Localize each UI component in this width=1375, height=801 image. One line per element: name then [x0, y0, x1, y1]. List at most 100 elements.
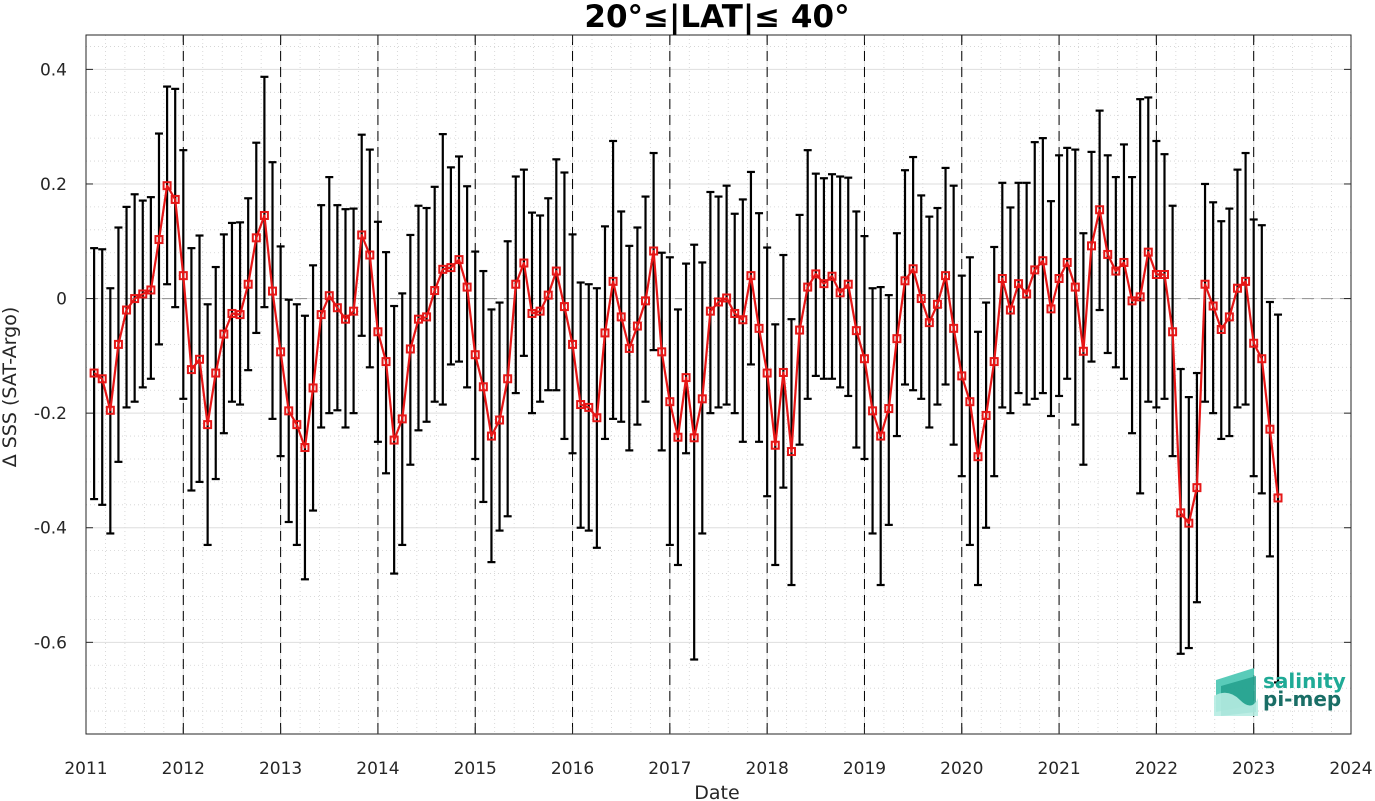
data-point — [1200, 279, 1210, 289]
data-point — [924, 318, 934, 328]
data-point — [900, 276, 910, 286]
data-point — [786, 447, 796, 457]
logo-wave-icon — [1214, 668, 1258, 716]
data-point — [884, 404, 894, 414]
data-point — [284, 406, 294, 416]
data-point — [1151, 269, 1161, 279]
data-point — [276, 347, 286, 357]
x-tick-label: 2014 — [356, 759, 399, 779]
data-point — [268, 286, 278, 296]
data-point — [446, 263, 456, 273]
data-point — [770, 440, 780, 450]
y-tick-labels: 0.4 0.2 0 -0.2 -0.4 -0.6 — [34, 60, 67, 653]
x-tick-label: 2019 — [843, 759, 886, 779]
data-point — [373, 327, 383, 337]
data-point — [332, 303, 342, 313]
data-point — [1062, 257, 1072, 267]
data-point — [568, 339, 578, 349]
series-line — [93, 184, 1280, 525]
y-tick-label: 0 — [56, 290, 67, 310]
data-point — [154, 235, 164, 245]
data-point — [1014, 279, 1024, 289]
data-point — [357, 230, 367, 240]
data-point — [738, 315, 748, 325]
data-point — [1143, 247, 1153, 257]
data-point — [340, 314, 350, 324]
data-point — [438, 264, 448, 274]
data-point — [851, 326, 861, 336]
data-point — [211, 368, 221, 378]
data-point — [1257, 354, 1267, 364]
data-point — [422, 312, 432, 322]
x-tick-label: 2024 — [1329, 759, 1372, 779]
data-point — [624, 343, 634, 353]
data-point — [430, 286, 440, 296]
data-point — [1030, 265, 1040, 275]
data-point — [1135, 292, 1145, 302]
data-point — [259, 210, 269, 220]
data-point — [1111, 266, 1121, 276]
data-point — [778, 367, 788, 377]
data-point — [535, 306, 545, 316]
data-point — [641, 296, 651, 306]
x-tick-label: 2012 — [162, 759, 205, 779]
data-point — [600, 328, 610, 338]
data-point — [689, 433, 699, 443]
data-point — [892, 334, 902, 344]
data-point — [1168, 327, 1178, 337]
data-point — [1224, 312, 1234, 322]
data-point — [219, 329, 229, 339]
data-point — [316, 310, 326, 320]
data-point — [519, 258, 529, 268]
data-point — [608, 276, 618, 286]
data-point — [1127, 296, 1137, 306]
data-point — [243, 279, 253, 289]
data-point — [1241, 276, 1251, 286]
data-point — [349, 306, 359, 316]
y-tick-label: 0.2 — [40, 175, 67, 195]
data-point — [681, 373, 691, 383]
chart-title: 20°≤|LAT|≤ 40° — [584, 0, 849, 35]
data-point — [973, 452, 983, 462]
data-point — [1176, 508, 1186, 518]
data-point — [1087, 241, 1097, 251]
data-point — [1070, 282, 1080, 292]
data-point — [1232, 283, 1242, 293]
data-point — [673, 432, 683, 442]
data-point — [989, 357, 999, 367]
data-point — [941, 271, 951, 281]
data-point — [1054, 274, 1064, 284]
x-tick-label: 2022 — [1135, 759, 1178, 779]
data-point — [130, 294, 140, 304]
data-point — [592, 413, 602, 423]
data-point — [1005, 305, 1015, 315]
x-tick-label: 2017 — [648, 759, 691, 779]
data-point — [495, 415, 505, 425]
plot-frame — [85, 34, 1352, 735]
data-point — [730, 308, 740, 318]
x-tick-label: 2020 — [940, 759, 983, 779]
data-point — [551, 266, 561, 276]
data-point — [162, 181, 172, 191]
data-point — [997, 274, 1007, 284]
x-tick-label: 2011 — [64, 759, 107, 779]
data-point — [486, 431, 496, 441]
data-point — [138, 289, 148, 299]
data-point — [146, 285, 156, 295]
data-point — [527, 308, 537, 318]
data-point — [965, 397, 975, 407]
data-point — [1273, 493, 1283, 503]
y-tick-label: -0.2 — [34, 404, 67, 424]
salinity-pi-mep-logo: salinity pi-mep — [1214, 668, 1346, 716]
data-point — [1095, 205, 1105, 215]
data-point — [300, 443, 310, 453]
data-point — [1103, 249, 1113, 259]
data-point — [649, 246, 659, 256]
data-point — [543, 290, 553, 300]
data-point — [1038, 256, 1048, 266]
data-point — [308, 383, 318, 393]
data-point — [1249, 338, 1259, 348]
x-tick-label: 2023 — [1232, 759, 1275, 779]
data-point — [324, 291, 334, 301]
data-point — [754, 323, 764, 333]
